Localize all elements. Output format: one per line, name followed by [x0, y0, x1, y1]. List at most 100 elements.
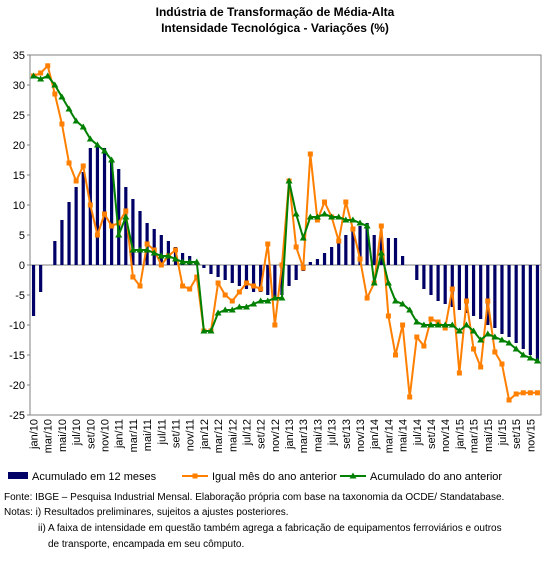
y-tick-label: 5 [19, 230, 25, 242]
x-tick-label: mar/13 [298, 419, 310, 453]
y-tick-label: -20 [9, 380, 25, 392]
marker [272, 322, 278, 328]
x-tick-label: jan/13 [284, 419, 296, 450]
bar [514, 265, 518, 343]
marker [491, 333, 499, 340]
bar [216, 265, 220, 277]
bar [500, 265, 504, 334]
marker [477, 336, 485, 343]
x-tick-label: mai/13 [312, 419, 324, 452]
marker [350, 226, 356, 232]
marker [533, 357, 541, 364]
x-tick-label: jul/10 [71, 419, 83, 446]
marker [236, 289, 242, 295]
marker [463, 298, 469, 304]
marker [73, 178, 79, 184]
marker [186, 258, 194, 265]
marker [434, 321, 442, 328]
note: Notas: i) Resultados preliminares, sujei… [4, 507, 289, 518]
marker [328, 213, 336, 220]
bar [202, 265, 206, 268]
marker [242, 303, 250, 310]
bar [244, 265, 249, 289]
bar [322, 253, 327, 265]
bar [471, 265, 476, 316]
marker [157, 252, 165, 259]
legend-label: Acumulado do ano anterior [370, 471, 502, 483]
marker [44, 72, 52, 79]
x-tick-label: nov/12 [270, 419, 282, 452]
marker [136, 246, 144, 253]
marker [200, 327, 208, 334]
bar [479, 265, 483, 319]
chart-title: Indústria de Transformação de Média-Alta [156, 5, 395, 19]
marker [378, 223, 384, 229]
marker [336, 238, 342, 244]
marker [513, 391, 519, 397]
marker [343, 199, 349, 205]
marker [393, 352, 399, 358]
marker [456, 370, 462, 376]
x-tick-label: nov/14 [440, 419, 452, 452]
marker [520, 390, 526, 396]
marker [192, 473, 198, 479]
marker [86, 135, 94, 142]
marker [321, 210, 329, 217]
bar [401, 256, 405, 265]
marker [109, 223, 115, 229]
marker [441, 321, 449, 328]
bar [450, 265, 454, 307]
marker [406, 306, 414, 313]
bar [237, 265, 241, 286]
x-tick-label: jul/14 [412, 419, 424, 446]
marker [129, 246, 137, 253]
x-tick-label: nov/11 [185, 419, 197, 451]
marker [285, 177, 293, 184]
marker [413, 318, 421, 325]
marker [442, 325, 448, 331]
marker [421, 343, 427, 349]
x-tick-label: nov/15 [525, 419, 537, 452]
marker [66, 160, 72, 166]
x-tick-label: jul/12 [241, 419, 253, 446]
marker [130, 274, 136, 280]
marker [349, 216, 357, 223]
bar [138, 211, 142, 265]
x-tick-label: nov/13 [355, 419, 367, 452]
marker [299, 234, 307, 241]
bar [358, 226, 362, 265]
marker [123, 208, 129, 214]
marker [470, 327, 478, 334]
bar [443, 265, 447, 304]
x-tick-label: mar/11 [128, 419, 140, 452]
bar [39, 265, 43, 292]
bar [436, 265, 440, 301]
marker [150, 249, 158, 256]
marker [93, 141, 101, 148]
note: ii) A faixa de intensidade em questão ta… [38, 523, 502, 534]
marker [207, 327, 215, 334]
marker [307, 151, 313, 157]
marker [94, 232, 100, 238]
marker [455, 327, 463, 334]
marker [370, 279, 378, 286]
marker [356, 219, 364, 226]
marker [187, 286, 193, 292]
marker [357, 256, 363, 262]
marker [505, 339, 513, 346]
x-tick-label: mai/11 [142, 419, 154, 451]
chart-subtitle: Intensidade Tecnológica - Variações (%) [161, 21, 389, 35]
x-tick-label: mar/15 [469, 419, 481, 453]
x-tick-label: nov/10 [100, 419, 112, 452]
marker [449, 286, 455, 292]
marker [385, 313, 391, 319]
legend-swatch [8, 472, 28, 479]
y-tick-label: 0 [19, 260, 25, 272]
marker [72, 117, 80, 124]
bar [372, 235, 376, 265]
marker [179, 258, 187, 265]
marker [271, 294, 279, 301]
marker [377, 249, 385, 256]
marker [37, 75, 45, 82]
